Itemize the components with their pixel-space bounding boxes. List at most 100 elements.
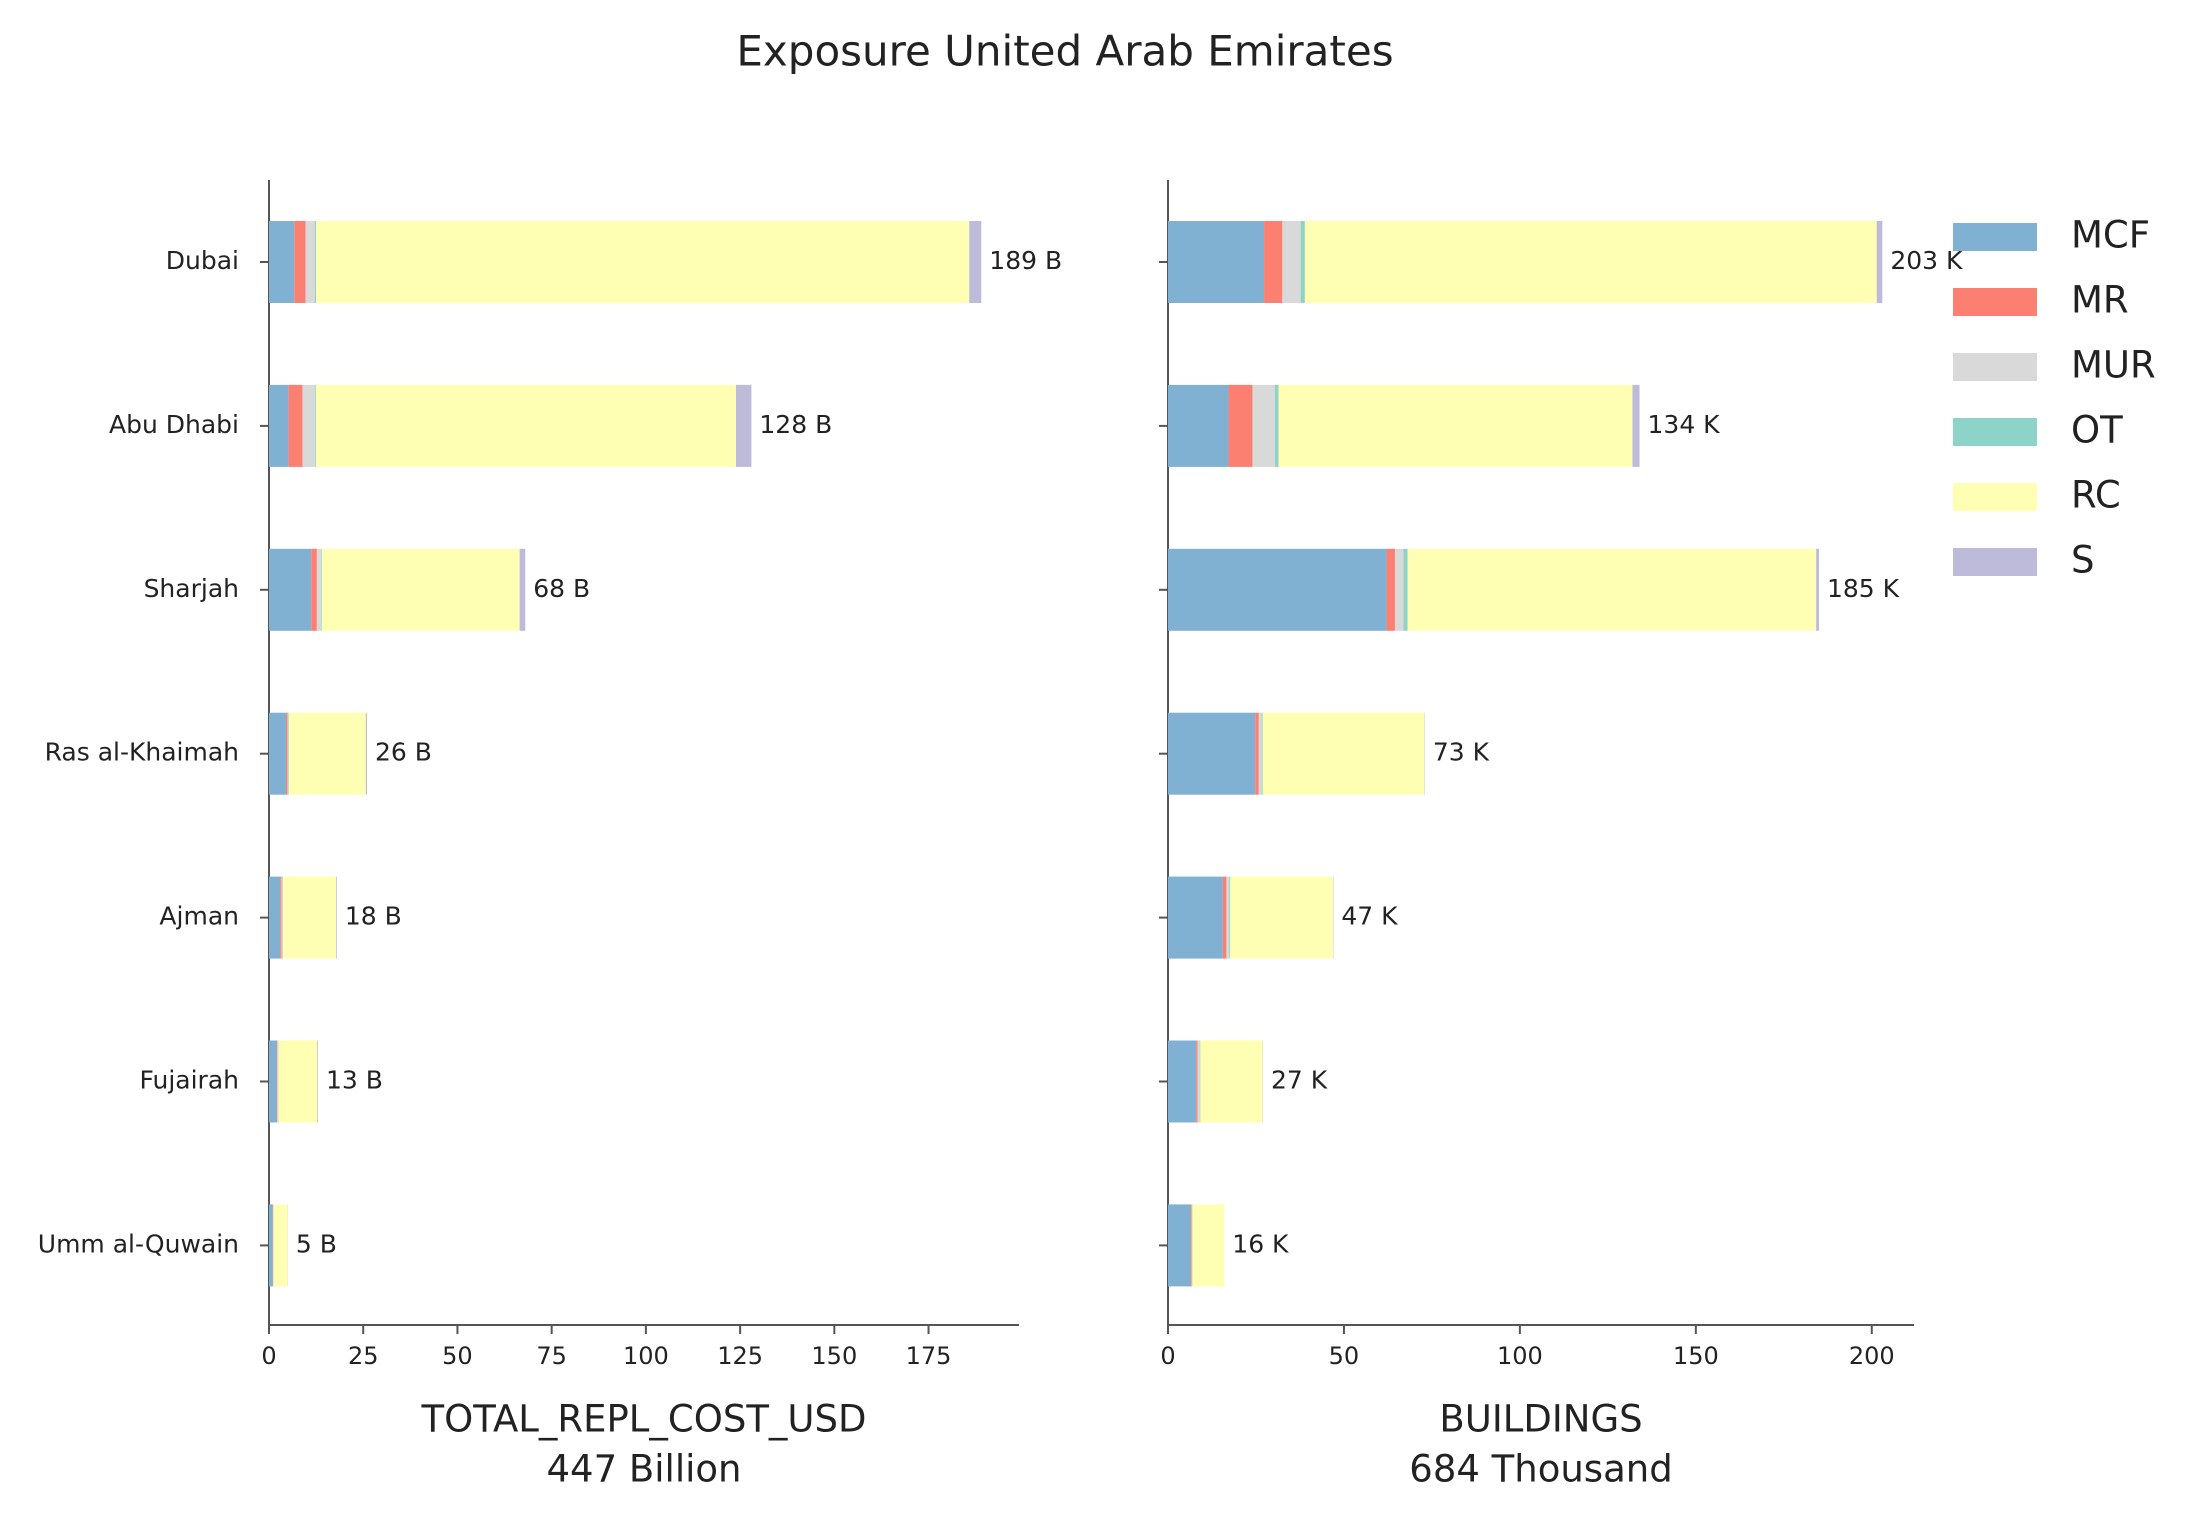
bar-segment (1305, 221, 1877, 303)
x-tick-label: 100 (623, 1342, 669, 1370)
bar-segment (306, 221, 315, 303)
legend-swatch (1953, 288, 2037, 316)
x-axis-note: 447 Billion (547, 1448, 742, 1491)
bar-segment (1264, 221, 1282, 303)
legend-swatch (1953, 353, 2037, 381)
bar-segment (1168, 221, 1264, 303)
x-tick-label: 150 (1673, 1342, 1719, 1370)
bar-segment (1403, 549, 1407, 631)
total-label: 18 B (345, 902, 402, 931)
bar-segment (269, 549, 311, 631)
bar-segment (269, 221, 294, 303)
bar-segment (269, 877, 280, 959)
y-tick-label: Dubai (166, 246, 239, 275)
bar-segment (316, 221, 969, 303)
bar-segment (303, 385, 316, 467)
bar-segment (1168, 877, 1223, 959)
bar-segment (1632, 385, 1639, 467)
bar-segment (281, 877, 282, 959)
total-label: 134 K (1648, 410, 1721, 439)
legend-label: S (2071, 539, 2095, 582)
bar-segment (1168, 1204, 1191, 1286)
legend-label: MR (2071, 279, 2129, 322)
x-axis-note: 684 Thousand (1409, 1448, 1672, 1491)
legend-swatch (1953, 418, 2037, 446)
chart-title: Exposure United Arab Emirates (736, 27, 1393, 76)
bar-segment (1301, 221, 1305, 303)
bar-segment (1816, 549, 1819, 631)
bar-segment (274, 1204, 288, 1286)
bar-segment (322, 549, 520, 631)
bar-segment (321, 549, 322, 631)
bar-segment (317, 1041, 318, 1123)
bar-segment (1168, 1041, 1196, 1123)
bar-segment (269, 1041, 277, 1123)
bar-segment (311, 549, 317, 631)
x-tick-label: 0 (1160, 1342, 1175, 1370)
total-label: 27 K (1271, 1066, 1328, 1095)
bar-segment (316, 385, 736, 467)
total-label: 13 B (326, 1066, 383, 1095)
legend-label: MUR (2071, 344, 2156, 387)
bar-segment (1198, 1041, 1200, 1123)
total-label: 203 K (1890, 246, 1963, 275)
total-label: 16 K (1232, 1229, 1289, 1258)
bar-segment (1395, 549, 1403, 631)
bar-segment (287, 713, 288, 795)
x-axis-label: BUILDINGS (1439, 1398, 1642, 1441)
y-tick-label: Umm al-Quwain (38, 1229, 239, 1258)
bar-segment (1191, 1204, 1192, 1286)
bar-segment (277, 1041, 278, 1123)
x-tick-label: 125 (717, 1342, 763, 1370)
bar-segment (366, 713, 367, 795)
bar-segment (1192, 1204, 1193, 1286)
total-label: 189 B (989, 246, 1062, 275)
bar-segment (336, 877, 337, 959)
bar-segment (1200, 1041, 1201, 1123)
legend-label: MCF (2071, 214, 2150, 257)
bar-segment (283, 877, 336, 959)
y-tick-label: Sharjah (144, 574, 239, 603)
bar-segment (1223, 877, 1227, 959)
total-label: 128 B (759, 410, 832, 439)
legend-swatch (1953, 483, 2037, 511)
x-axis-label: TOTAL_REPL_COST_USD (421, 1398, 867, 1441)
bar-segment (278, 1041, 317, 1123)
bar-segment (1278, 385, 1632, 467)
bar-segment (289, 385, 303, 467)
total-label: 26 B (375, 738, 432, 767)
bar-segment (1168, 385, 1229, 467)
bar-segment (1262, 713, 1263, 795)
y-tick-label: Abu Dhabi (109, 410, 239, 439)
bar-segment (1168, 713, 1255, 795)
bar-segment (1877, 221, 1883, 303)
bar-segment (1282, 221, 1300, 303)
bar-segment (1263, 713, 1425, 795)
bar-segment (280, 877, 281, 959)
y-tick-label: Ajman (159, 902, 239, 931)
bar-segment (1275, 385, 1279, 467)
bar-segment (315, 221, 316, 303)
bar-segment (1259, 713, 1262, 795)
bar-segment (277, 1041, 278, 1123)
total-label: 68 B (533, 574, 590, 603)
bar-segment (269, 1204, 273, 1286)
bar-segment (289, 713, 366, 795)
bar-segment (1252, 385, 1275, 467)
x-tick-label: 100 (1497, 1342, 1543, 1370)
bar-segment (1229, 877, 1230, 959)
bar-segment (286, 713, 288, 795)
total-label: 73 K (1433, 738, 1490, 767)
bar-segment (315, 385, 316, 467)
x-tick-label: 150 (811, 1342, 857, 1370)
x-tick-label: 175 (906, 1342, 952, 1370)
bar-segment (1255, 713, 1259, 795)
bar-segment (1196, 1041, 1197, 1123)
bar-segment (520, 549, 526, 631)
total-label: 47 K (1341, 902, 1398, 931)
bar-segment (294, 221, 305, 303)
legend-label: RC (2071, 474, 2121, 517)
bar-segment (1226, 877, 1229, 959)
